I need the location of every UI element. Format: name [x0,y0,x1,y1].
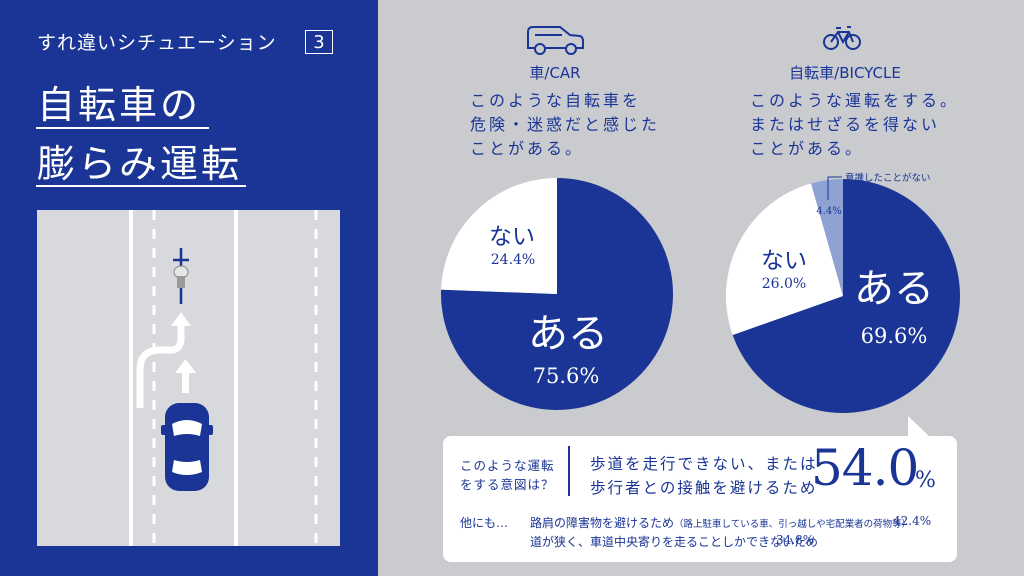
pie-slice-label-1-2: 意識したことがない [845,172,931,184]
lane-center-line [234,210,238,546]
reason3-value: 34.8% [776,533,815,547]
callout-box [443,436,957,562]
title-line-2: 膨らみ運転 [37,142,243,186]
pie-slice-label-1-0: ある [854,266,934,312]
pie-slice-label-0-1: ない [489,224,535,250]
car-top-view [161,403,213,491]
bicycle-icon [823,26,861,50]
title-underline-1 [36,127,209,129]
reason2-text: 路肩の障害物を避けるため（路上駐車している車、引っ越しや宅配業者の荷物等） [530,514,911,531]
callout-question: このような運転 をする意図は？ [460,458,555,492]
car-pie-chart: ある 75.6% ない 24.4% [440,178,673,410]
callout-pointer [908,416,930,437]
callout-divider [568,446,570,496]
callout-main-reason: 歩道を走行できない、または 歩行者との接触を避けるため [590,455,818,497]
road-illustration [37,210,340,546]
pie-slice-1-0 [732,179,961,414]
swerve-arrow [136,322,185,408]
pie-slice-value-0-1: 24.4% [491,252,535,268]
scenario-number-badge: 3 [305,30,333,54]
pie-slice-0-1 [441,178,557,294]
bicycle-question: このような運転をする。 またはせざるを得ない ことがある。 [750,91,960,158]
straight-arrow-head [175,359,196,373]
bicycle-top-view [173,248,189,304]
reason3-text: 道が狭く、車道中央寄りを走ることしかできないため [530,535,819,549]
bicycle-pie-chart: ある 69.6% ない 26.0% 意識したことがない 4.4% [726,172,961,414]
leader-line [827,176,842,200]
car-icon [527,26,584,55]
swerve-arrow-head [171,312,191,326]
title-underline-2 [36,185,246,187]
pie-slice-label-0-0: ある [528,311,608,357]
title-line-1: 自転車の [37,83,202,127]
pie-slice-label-1-1: ない [761,248,807,274]
left-panel: すれ違いシチュエーション 3 自転車の 膨らみ運転 [0,0,378,576]
reason2-value: 42.4% [893,514,932,528]
pie-slice-value-1-1: 26.0% [762,276,806,292]
situation-subtitle: すれ違いシチュエーション [37,32,277,54]
reason2-note: （路上駐車している車、引っ越しや宅配業者の荷物等） [674,519,912,530]
callout-main-value: 54.0 [811,439,919,497]
pie-slice-value-1-0: 69.6% [861,324,928,348]
pie-slice-1-1 [726,183,843,335]
pie-slice-1-2 [811,179,843,296]
car-column-label: 車/CAR [529,64,581,82]
others-label: 他にも… [460,516,509,530]
bicycle-column-label: 自転車/BICYCLE [789,64,901,82]
straight-arrow [182,369,189,393]
road-edge-line [129,210,133,546]
callout-main-unit: % [915,468,936,493]
pie-slice-0-0 [440,178,673,410]
pie-slice-value-0-0: 75.6% [533,364,600,388]
reason2-main: 路肩の障害物を避けるため [530,516,675,530]
pie-slice-value-1-2: 4.4% [816,206,841,217]
car-question: このような自転車を 危険・迷惑だと感じた ことがある。 [470,91,661,158]
